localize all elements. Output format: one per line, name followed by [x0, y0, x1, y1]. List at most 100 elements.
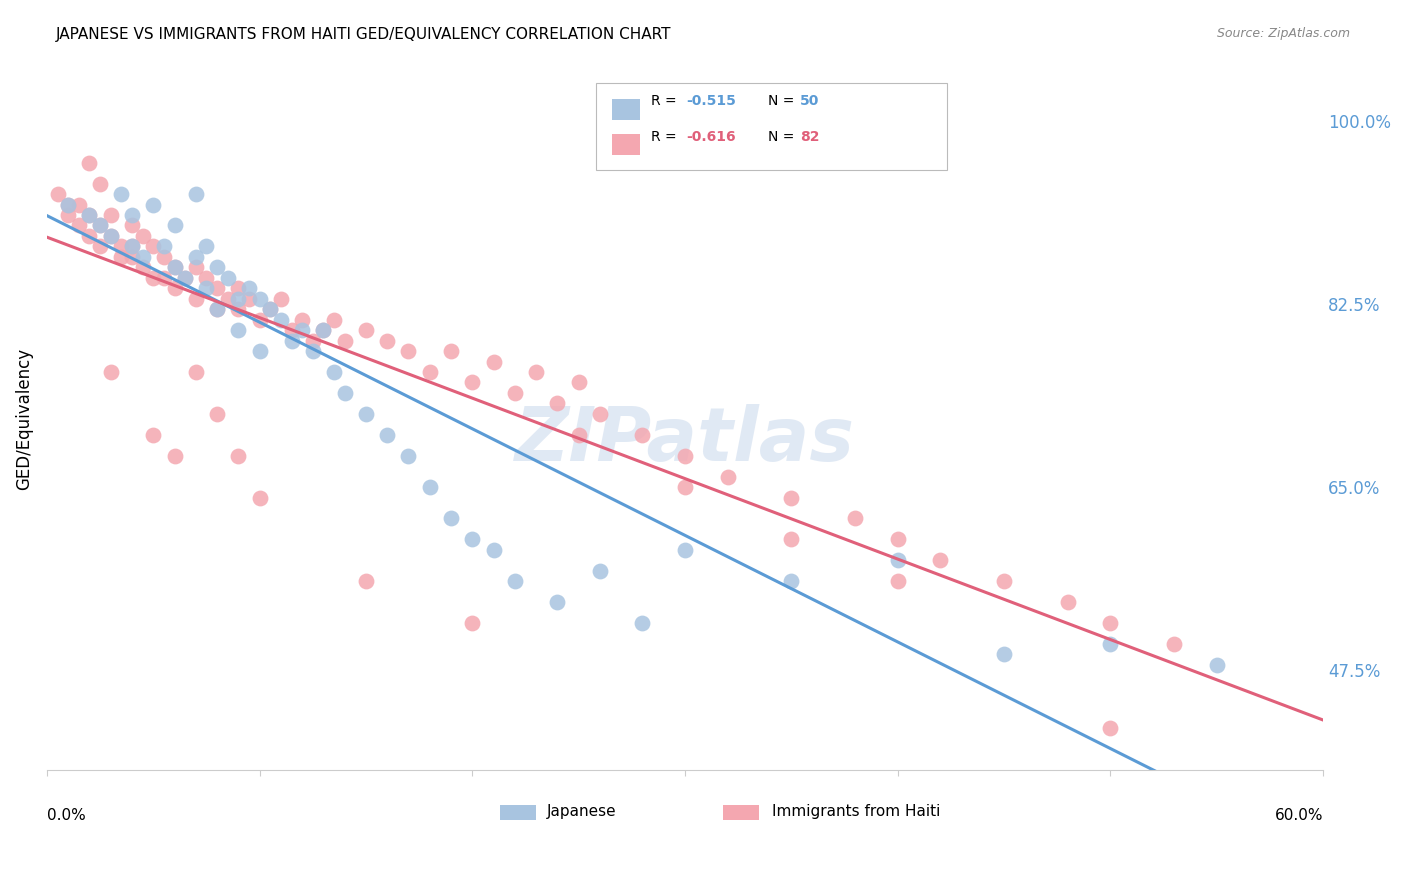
Point [131, 260, 153, 275]
Point [174, 270, 197, 285]
Point [163, 219, 186, 233]
Point [110, 239, 132, 253]
Point [142, 197, 165, 211]
Point [354, 323, 377, 337]
Point [1099, 616, 1122, 631]
Point [89, 219, 111, 233]
Point [673, 480, 696, 494]
Text: 0.0%: 0.0% [46, 808, 86, 823]
Point [312, 323, 335, 337]
Point [46, 187, 69, 202]
Point [398, 344, 420, 359]
Point [142, 270, 165, 285]
Point [184, 250, 207, 264]
Point [184, 187, 207, 202]
Point [153, 250, 176, 264]
Point [121, 239, 143, 253]
Point [205, 407, 228, 421]
Point [100, 208, 122, 222]
Point [228, 449, 250, 463]
Point [228, 281, 250, 295]
Point [461, 533, 484, 547]
Point [503, 385, 526, 400]
Point [929, 553, 952, 567]
Point [89, 239, 111, 253]
Point [195, 239, 218, 253]
Point [174, 270, 197, 285]
FancyBboxPatch shape [612, 134, 640, 154]
Point [568, 427, 591, 442]
Text: -0.616: -0.616 [686, 129, 735, 144]
Point [280, 334, 302, 348]
Point [312, 323, 335, 337]
FancyBboxPatch shape [501, 805, 536, 820]
FancyBboxPatch shape [596, 83, 946, 170]
Point [844, 511, 866, 525]
Point [79, 229, 101, 244]
Point [993, 574, 1015, 589]
FancyBboxPatch shape [612, 99, 640, 120]
Point [228, 292, 250, 306]
Point [238, 281, 260, 295]
Point [163, 260, 186, 275]
Text: Immigrants from Haiti: Immigrants from Haiti [772, 805, 941, 819]
Point [110, 250, 132, 264]
Point [398, 449, 420, 463]
Point [79, 155, 101, 169]
Point [121, 250, 143, 264]
Point [205, 281, 228, 295]
Text: JAPANESE VS IMMIGRANTS FROM HAITI GED/EQUIVALENCY CORRELATION CHART: JAPANESE VS IMMIGRANTS FROM HAITI GED/EQ… [56, 27, 672, 42]
Point [259, 302, 281, 317]
Point [131, 250, 153, 264]
Point [589, 564, 612, 578]
Point [1163, 637, 1185, 651]
Point [333, 385, 356, 400]
Point [163, 260, 186, 275]
Point [205, 260, 228, 275]
Point [56, 197, 79, 211]
Point [440, 511, 463, 525]
Point [121, 219, 143, 233]
Point [67, 219, 90, 233]
Point [56, 208, 79, 222]
Point [886, 533, 908, 547]
Point [780, 491, 803, 505]
Point [217, 292, 239, 306]
Point [89, 219, 111, 233]
Point [419, 365, 441, 379]
Point [100, 229, 122, 244]
Point [323, 365, 346, 379]
Point [673, 542, 696, 557]
Point [631, 616, 654, 631]
Point [121, 208, 143, 222]
Point [270, 292, 292, 306]
Point [354, 407, 377, 421]
Point [100, 365, 122, 379]
Point [716, 469, 738, 483]
Point [301, 334, 323, 348]
Point [184, 292, 207, 306]
Text: R =: R = [651, 95, 681, 109]
Point [110, 187, 132, 202]
Point [163, 281, 186, 295]
Point [121, 239, 143, 253]
Text: Source: ZipAtlas.com: Source: ZipAtlas.com [1216, 27, 1350, 40]
Point [1099, 637, 1122, 651]
Point [1099, 721, 1122, 735]
Text: ZIPatlas: ZIPatlas [515, 403, 855, 476]
Point [333, 334, 356, 348]
Point [195, 281, 218, 295]
Point [482, 354, 505, 368]
Point [503, 574, 526, 589]
FancyBboxPatch shape [723, 805, 759, 820]
Point [546, 595, 568, 609]
Point [482, 542, 505, 557]
Text: 82: 82 [800, 129, 820, 144]
Point [375, 334, 398, 348]
Point [249, 312, 271, 326]
Point [291, 312, 314, 326]
Point [993, 648, 1015, 662]
Point [56, 197, 79, 211]
Point [546, 396, 568, 410]
Point [1057, 595, 1080, 609]
